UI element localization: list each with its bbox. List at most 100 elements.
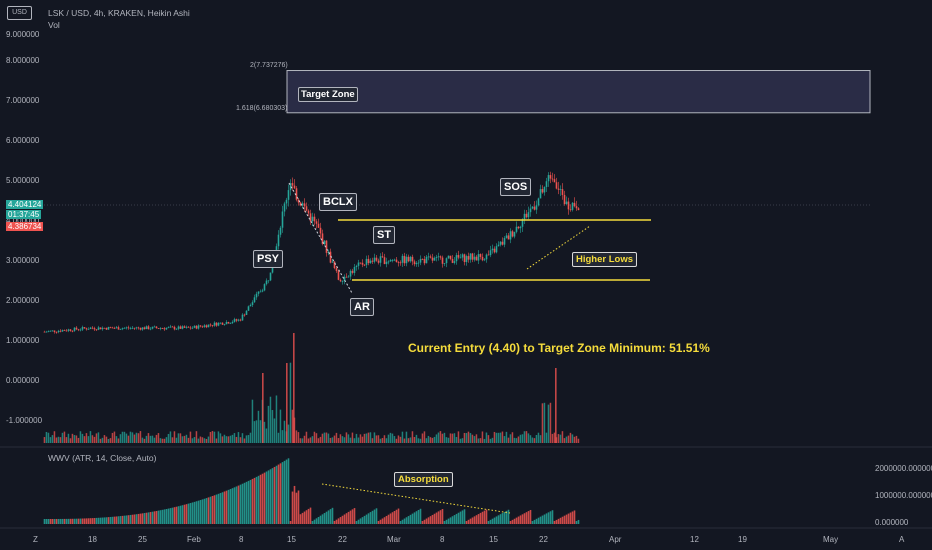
psy-label[interactable]: PSY: [253, 250, 284, 268]
candle-body: [49, 330, 52, 332]
wwv-bar: [567, 513, 570, 524]
auto-scale-button[interactable]: A: [899, 535, 905, 544]
volume-bar: [547, 404, 550, 443]
volume-bar: [495, 432, 498, 443]
volume-bar: [203, 438, 206, 443]
volume-bar: [125, 433, 128, 443]
candle-body: [105, 328, 108, 330]
absorption-label[interactable]: Absorption: [394, 472, 453, 487]
time-tick: 12: [690, 535, 699, 544]
volume-bar: [385, 438, 388, 443]
volume-legend[interactable]: Vol: [48, 20, 60, 30]
wwv-bar: [497, 515, 500, 524]
volume-bar: [401, 431, 404, 443]
currency-button[interactable]: USD: [7, 6, 32, 20]
candle-body: [195, 325, 198, 329]
wwv-bar: [255, 476, 258, 524]
volume-bar: [207, 436, 210, 443]
volume-bar: [341, 436, 344, 443]
candle-body: [339, 279, 342, 282]
candle-body: [141, 327, 144, 330]
wwv-bar: [465, 521, 468, 524]
candle-body: [447, 255, 450, 259]
wwv-bar: [395, 509, 398, 524]
target-zone-label[interactable]: Target Zone: [298, 87, 358, 102]
wwv-bar: [469, 518, 472, 524]
price-tick: 9.000000: [6, 30, 40, 39]
candle-body: [229, 323, 232, 324]
candle-body: [237, 319, 240, 321]
candle-body: [51, 330, 54, 332]
wwv-bar: [113, 516, 116, 524]
ar-label[interactable]: AR: [350, 298, 374, 316]
wwv-bar: [473, 516, 476, 524]
wwv-bar: [257, 475, 260, 524]
volume-bar: [431, 437, 434, 443]
wwv-bar: [535, 518, 538, 524]
candle-body: [375, 257, 378, 261]
candle-body: [91, 327, 94, 329]
st-label[interactable]: ST: [373, 226, 396, 244]
wwv-bar: [95, 517, 98, 524]
higher-lows-label[interactable]: Higher Lows: [572, 252, 638, 267]
candle-body: [391, 260, 394, 261]
volume-bar: [575, 435, 578, 443]
volume-bar: [309, 437, 312, 443]
candle-body: [99, 327, 102, 330]
summary-note[interactable]: Current Entry (4.40) to Target Zone Mini…: [408, 341, 710, 355]
wwv-bar: [441, 509, 444, 524]
wwv-bar: [287, 458, 290, 524]
wwv-bar: [417, 509, 420, 524]
wwv-bar: [157, 510, 160, 524]
candle-body: [283, 203, 286, 212]
wwv-bar: [163, 509, 166, 524]
volume-bar: [321, 433, 324, 443]
volume-bar: [169, 431, 172, 443]
wwv-bar: [221, 492, 224, 524]
wwv-bar: [507, 509, 510, 524]
candle-body: [127, 327, 130, 329]
volume-bar: [163, 438, 166, 443]
candle-body: [433, 257, 436, 261]
volume-bar: [279, 409, 282, 443]
volume-bar: [529, 435, 532, 443]
volume-bar: [461, 438, 464, 443]
bclx-label[interactable]: BCLX: [319, 193, 357, 211]
candle-body: [505, 235, 508, 239]
volume-bar: [459, 438, 462, 443]
candle-body: [525, 213, 528, 218]
timezone-button[interactable]: Z: [33, 535, 38, 544]
wwv-bar: [415, 511, 418, 524]
wwv-bar: [247, 480, 250, 524]
candle-body: [133, 327, 136, 329]
wwv-bar: [483, 510, 486, 524]
volume-bar: [181, 436, 184, 443]
candle-body: [363, 264, 366, 266]
candle-body: [531, 206, 534, 209]
price-tick: 2.000000: [6, 296, 40, 305]
wwv-bar: [427, 517, 430, 524]
wwv-bar: [165, 508, 168, 524]
candle-body: [311, 216, 314, 222]
volume-bar: [199, 436, 202, 443]
wwv-bar: [123, 515, 126, 524]
candle-body: [193, 325, 196, 328]
wwv-bar: [341, 515, 344, 524]
symbol-legend[interactable]: LSK / USD, 4h, KRAKEN, Heikin Ashi: [48, 8, 190, 18]
volume-bar: [507, 437, 510, 443]
volume-bar: [109, 438, 112, 443]
candle-body: [393, 259, 396, 261]
candle-body: [477, 254, 480, 261]
volume-bar: [445, 437, 448, 443]
volume-bar: [283, 420, 286, 443]
candle-body: [317, 223, 320, 228]
sos-label[interactable]: SOS: [500, 178, 532, 196]
volume-bar: [77, 437, 80, 443]
candle-body: [365, 258, 368, 265]
volume-bar: [363, 433, 366, 443]
wwv-bar: [53, 518, 56, 524]
candle-body: [569, 209, 572, 211]
wwv-bar: [523, 513, 526, 524]
indicator-legend[interactable]: WWV (ATR, 14, Close, Auto): [48, 453, 157, 463]
